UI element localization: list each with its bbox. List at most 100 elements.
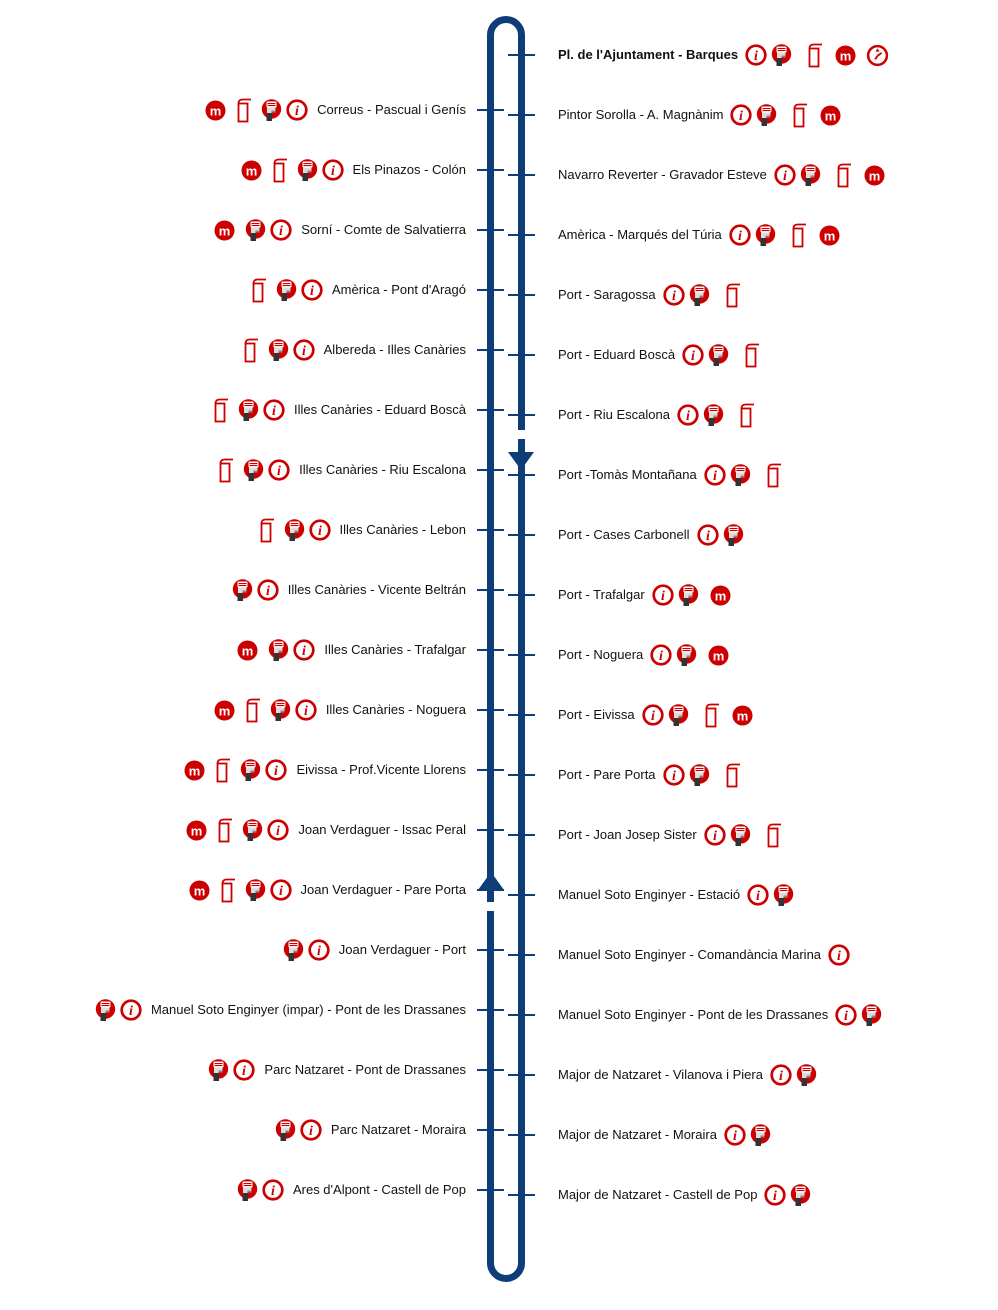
stop-row-outbound: i Illes Canàries - Eduard Boscà bbox=[0, 397, 466, 423]
metro-icon: m bbox=[732, 705, 753, 726]
stop-tick bbox=[508, 1134, 535, 1136]
ticket-machine-icon bbox=[232, 578, 253, 602]
bus-shelter-icon bbox=[807, 43, 823, 68]
metro-icon: m bbox=[864, 165, 885, 186]
info-icon[interactable]: i bbox=[747, 884, 769, 906]
stop-label: Port - Noguera bbox=[558, 647, 644, 662]
info-icon[interactable]: i bbox=[652, 584, 674, 606]
stop-row-return: Pl. de l'Ajuntament - Barques i m bbox=[558, 42, 891, 68]
bus-shelter-icon bbox=[245, 698, 261, 723]
ticket-machine-icon bbox=[689, 763, 710, 787]
stop-label: Joan Verdaguer - Issac Peral bbox=[298, 822, 466, 837]
info-icon[interactable]: i bbox=[730, 104, 753, 126]
stop-tick bbox=[477, 589, 504, 591]
bus-shelter-icon bbox=[744, 343, 760, 368]
info-icon[interactable]: i bbox=[677, 404, 699, 426]
svg-text:m: m bbox=[840, 48, 852, 63]
metro-icon: m bbox=[205, 100, 226, 121]
stop-label: Joan Verdaguer - Pare Porta bbox=[300, 882, 467, 897]
stop-row-return: Port - Eduard Boscà i bbox=[558, 342, 763, 368]
info-icon[interactable]: i bbox=[662, 284, 685, 306]
svg-text:m: m bbox=[736, 708, 748, 723]
svg-text:i: i bbox=[773, 1189, 777, 1204]
svg-text:i: i bbox=[756, 889, 760, 904]
info-icon[interactable]: i bbox=[650, 644, 672, 666]
ticket-machine-icon bbox=[796, 1063, 817, 1087]
metro-icon: m bbox=[184, 760, 205, 781]
stop-row-outbound: i Illes Canàries - Vicente Beltrán bbox=[0, 577, 466, 603]
stop-row-outbound: m i Joan Verdaguer - Pare Porta bbox=[0, 877, 466, 903]
info-icon[interactable]: i bbox=[308, 519, 331, 541]
info-icon[interactable]: i bbox=[270, 219, 292, 241]
stop-row-outbound: m i Joan Verdaguer - Issac Peral bbox=[0, 817, 466, 843]
svg-text:i: i bbox=[691, 349, 695, 364]
info-icon[interactable]: i bbox=[300, 1119, 322, 1141]
info-icon[interactable]: i bbox=[704, 464, 726, 486]
info-icon[interactable]: i bbox=[120, 999, 142, 1021]
info-icon[interactable]: i bbox=[641, 704, 664, 726]
stop-label: Sorní - Comte de Salvatierra bbox=[301, 222, 466, 237]
stop-label: Major de Natzaret - Moraira bbox=[558, 1127, 717, 1142]
stop-row-return: Port - Eivissa i m bbox=[558, 702, 756, 728]
svg-text:i: i bbox=[317, 944, 321, 959]
info-icon[interactable]: i bbox=[267, 819, 289, 841]
info-icon[interactable]: i bbox=[308, 939, 330, 961]
stop-row-outbound: i Manuel Soto Enginyer (impar) - Pont de … bbox=[0, 997, 466, 1023]
ticket-machine-icon bbox=[708, 343, 729, 367]
info-icon[interactable]: i bbox=[774, 164, 796, 186]
bus-shelter-icon bbox=[725, 283, 741, 308]
info-icon[interactable]: i bbox=[268, 459, 290, 481]
stop-tick bbox=[508, 294, 535, 296]
info-icon[interactable]: i bbox=[745, 44, 767, 66]
info-icon[interactable]: i bbox=[828, 944, 850, 966]
info-icon[interactable]: i bbox=[265, 759, 288, 781]
svg-text:i: i bbox=[279, 224, 283, 239]
svg-text:m: m bbox=[219, 223, 231, 238]
info-icon[interactable]: i bbox=[295, 699, 317, 721]
info-icon[interactable]: i bbox=[293, 639, 316, 661]
bus-shelter-icon bbox=[259, 518, 275, 543]
svg-text:i: i bbox=[129, 1004, 133, 1019]
stop-label: Illes Canàries - Trafalgar bbox=[324, 642, 466, 657]
stop-tick bbox=[477, 769, 504, 771]
info-icon[interactable]: i bbox=[257, 579, 279, 601]
bus-shelter-icon bbox=[217, 818, 233, 843]
stop-tick bbox=[477, 649, 504, 651]
ticket-machine-icon bbox=[755, 223, 776, 247]
stop-row-outbound: m i Eivissa - Prof.Vicente Llorens bbox=[0, 757, 466, 783]
info-icon[interactable]: i bbox=[764, 1184, 787, 1206]
stop-label: Port - Pare Porta bbox=[558, 767, 656, 782]
info-icon[interactable]: i bbox=[770, 1064, 792, 1086]
info-icon[interactable]: i bbox=[233, 1059, 256, 1081]
stop-label: Manuel Soto Enginyer - Comandància Marin… bbox=[558, 947, 822, 962]
stop-row-return: Port - Pare Porta i bbox=[558, 762, 744, 788]
info-icon[interactable]: i bbox=[696, 524, 719, 546]
info-icon[interactable]: i bbox=[269, 879, 292, 901]
stop-label: Manuel Soto Enginyer - Pont de les Drass… bbox=[558, 1007, 829, 1022]
ticket-machine-icon bbox=[245, 878, 266, 902]
info-icon[interactable]: i bbox=[286, 99, 308, 121]
svg-text:i: i bbox=[686, 409, 690, 424]
info-icon[interactable]: i bbox=[292, 339, 315, 361]
info-icon[interactable]: i bbox=[682, 344, 704, 366]
line-break bbox=[484, 902, 497, 911]
stop-tick bbox=[508, 594, 535, 596]
ticket-machine-icon bbox=[268, 338, 289, 362]
info-icon[interactable]: i bbox=[835, 1004, 857, 1026]
stop-tick bbox=[477, 1009, 504, 1011]
stop-row-return: Port - Trafalgar i m bbox=[558, 582, 734, 608]
info-icon[interactable]: i bbox=[321, 159, 344, 181]
info-icon[interactable]: i bbox=[729, 224, 751, 246]
info-icon[interactable]: i bbox=[662, 764, 685, 786]
info-icon[interactable]: i bbox=[301, 279, 323, 301]
ticket-machine-icon bbox=[773, 883, 794, 907]
svg-text:i: i bbox=[672, 769, 676, 784]
stop-row-return: Port - Cases Carbonell i bbox=[558, 522, 746, 548]
ticket-machine-icon bbox=[261, 98, 282, 122]
clock-icon bbox=[866, 44, 889, 67]
info-icon[interactable]: i bbox=[704, 824, 726, 846]
info-icon[interactable]: i bbox=[724, 1124, 746, 1146]
metro-icon: m bbox=[214, 220, 235, 241]
info-icon[interactable]: i bbox=[263, 399, 285, 421]
info-icon[interactable]: i bbox=[262, 1179, 284, 1201]
